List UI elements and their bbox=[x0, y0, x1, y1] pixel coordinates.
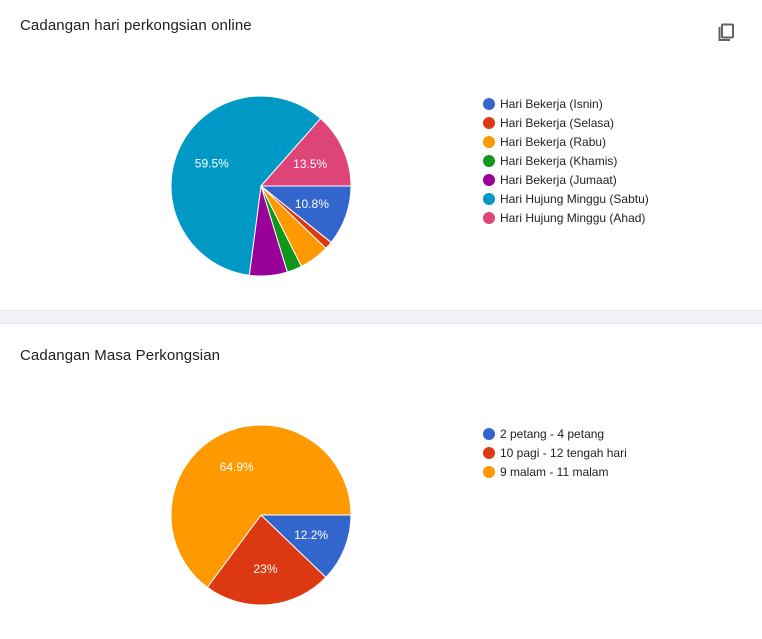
legend-item[interactable]: 2 petang - 4 petang bbox=[483, 424, 627, 443]
pie-chart: 12.2% 23% 64.9% bbox=[170, 424, 352, 606]
chart-legend: 2 petang - 4 petang 10 pagi - 12 tengah h… bbox=[483, 424, 627, 481]
legend-label: Hari Hujung Minggu (Sabtu) bbox=[500, 191, 649, 206]
legend-swatch bbox=[483, 465, 495, 478]
slice-label: 13.5% bbox=[293, 157, 327, 171]
legend-label: Hari Bekerja (Rabu) bbox=[500, 134, 607, 149]
legend-label: Hari Bekerja (Selasa) bbox=[500, 115, 615, 130]
pie-slice[interactable] bbox=[170, 424, 352, 588]
legend-label: Hari Bekerja (Isnin) bbox=[500, 96, 603, 111]
slice-label: 23% bbox=[253, 562, 277, 576]
legend-item[interactable]: Hari Hujung Minggu (Ahad) bbox=[483, 208, 649, 227]
legend-swatch bbox=[483, 135, 495, 148]
legend-label: Hari Bekerja (Khamis) bbox=[500, 153, 618, 168]
legend-item[interactable]: Hari Bekerja (Jumaat) bbox=[483, 170, 649, 189]
legend-swatch bbox=[483, 211, 495, 224]
legend-swatch bbox=[483, 97, 495, 110]
legend-swatch bbox=[483, 116, 495, 129]
legend-swatch bbox=[483, 192, 495, 205]
pie-slice[interactable] bbox=[259, 117, 352, 187]
slice-label: 12.2% bbox=[294, 528, 328, 542]
legend-swatch bbox=[483, 427, 495, 440]
copy-icon bbox=[718, 23, 734, 41]
legend-label: 2 petang - 4 petang bbox=[500, 426, 605, 441]
chart-title: Cadangan hari perkongsian online bbox=[20, 17, 252, 34]
legend-label: 9 malam - 11 malam bbox=[500, 464, 609, 479]
slice-label: 64.9% bbox=[220, 460, 254, 474]
legend-item[interactable]: Hari Bekerja (Khamis) bbox=[483, 151, 649, 170]
card-separator bbox=[0, 310, 762, 324]
pie-chart: 10.8% 59.5% 13.5% bbox=[170, 95, 352, 277]
legend-label: 10 pagi - 12 tengah hari bbox=[500, 445, 627, 460]
chart-title: Cadangan Masa Perkongsian bbox=[20, 347, 221, 364]
pie-slice[interactable] bbox=[170, 95, 322, 276]
chart-card-days: Cadangan hari perkongsian online 10.8% 59… bbox=[0, 0, 762, 310]
pie-slice[interactable] bbox=[206, 514, 327, 606]
legend-item[interactable]: Hari Bekerja (Isnin) bbox=[483, 94, 649, 113]
legend-item[interactable]: 10 pagi - 12 tengah hari bbox=[483, 443, 627, 462]
legend-item[interactable]: Hari Bekerja (Rabu) bbox=[483, 132, 649, 151]
slice-label: 10.8% bbox=[295, 197, 329, 211]
legend-item[interactable]: Hari Bekerja (Selasa) bbox=[483, 113, 649, 132]
legend-swatch bbox=[483, 154, 495, 167]
legend-item[interactable]: Hari Hujung Minggu (Sabtu) bbox=[483, 189, 649, 208]
copy-chart-button[interactable] bbox=[713, 17, 741, 45]
legend-swatch bbox=[483, 173, 495, 186]
legend-label: Hari Hujung Minggu (Ahad) bbox=[500, 210, 646, 225]
legend-label: Hari Bekerja (Jumaat) bbox=[500, 172, 617, 187]
chart-legend: Hari Bekerja (Isnin) Hari Bekerja (Selasa… bbox=[483, 94, 649, 227]
legend-swatch bbox=[483, 446, 495, 459]
chart-card-times: Cadangan Masa Perkongsian 12.2% 23% 64.9% … bbox=[0, 324, 762, 639]
legend-item[interactable]: 9 malam - 11 malam bbox=[483, 462, 627, 481]
slice-label: 59.5% bbox=[195, 157, 229, 171]
pie-slice[interactable] bbox=[259, 514, 352, 579]
